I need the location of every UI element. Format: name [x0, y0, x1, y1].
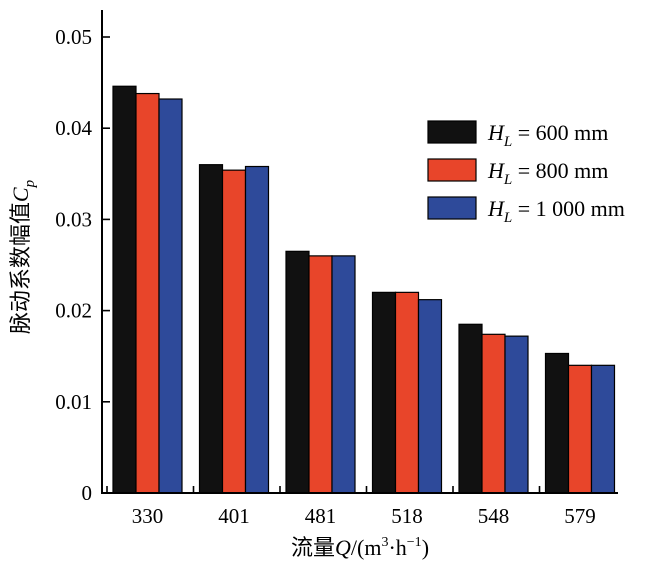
- legend-label-series-3: HL = 1 000 mm: [487, 196, 625, 226]
- bar-481-series-2: [308, 255, 333, 494]
- y-tick-label: 0.02: [55, 299, 92, 323]
- legend-swatch-series-3: [427, 196, 477, 220]
- bar-579-series-2: [567, 364, 593, 494]
- y-axis-label: 脉动系数幅值Cp: [8, 179, 38, 334]
- bar-481-series-1: [285, 250, 310, 494]
- bar-401-series-1: [198, 164, 224, 494]
- bar-518-series-3: [417, 299, 443, 494]
- legend-swatch-series-1: [427, 120, 477, 144]
- x-tick-label: 579: [564, 504, 596, 528]
- axes-group: [101, 10, 618, 494]
- bar-548-series-2: [481, 333, 506, 494]
- legend-label-series-1: HL = 600 mm: [487, 120, 608, 150]
- bar-481-series-3: [331, 255, 356, 494]
- y-tick-label: 0.05: [55, 25, 92, 49]
- bar-579-series-1: [544, 352, 570, 494]
- y-ticks-group: 0 0.01 0.02 0.03 0.04 0.05: [55, 25, 110, 505]
- x-tick-label: 518: [391, 504, 423, 528]
- legend-label-series-2: HL = 800 mm: [487, 158, 608, 188]
- legend-swatch-series-2: [427, 158, 477, 182]
- bars-group: [112, 85, 616, 494]
- x-tick-label: 330: [132, 504, 164, 528]
- x-tick-label: 548: [478, 504, 510, 528]
- bar-548-series-1: [458, 323, 483, 494]
- x-tick-label: 481: [305, 504, 337, 528]
- y-tick-label: 0: [82, 481, 93, 505]
- y-tick-label: 0.04: [55, 116, 92, 140]
- bar-330-series-1: [112, 85, 137, 494]
- bar-548-series-3: [504, 335, 529, 494]
- y-tick-label: 0.03: [55, 207, 92, 231]
- y-tick-label: 0.01: [55, 390, 92, 414]
- x-ticks-group: 330 401 481 518 548 579: [106, 486, 596, 528]
- bar-401-series-2: [221, 169, 247, 494]
- bar-401-series-3: [244, 165, 270, 494]
- x-tick-label: 401: [218, 504, 250, 528]
- bar-518-series-2: [394, 291, 420, 494]
- bar-330-series-2: [135, 92, 160, 494]
- legend: HL = 600 mm HL = 800 mm HL = 1 000 mm: [427, 120, 625, 226]
- x-axis-label: 流量Q/(m3·h−1): [291, 535, 429, 560]
- bar-579-series-3: [590, 364, 616, 494]
- bar-518-series-1: [371, 291, 397, 494]
- bar-330-series-3: [158, 98, 183, 494]
